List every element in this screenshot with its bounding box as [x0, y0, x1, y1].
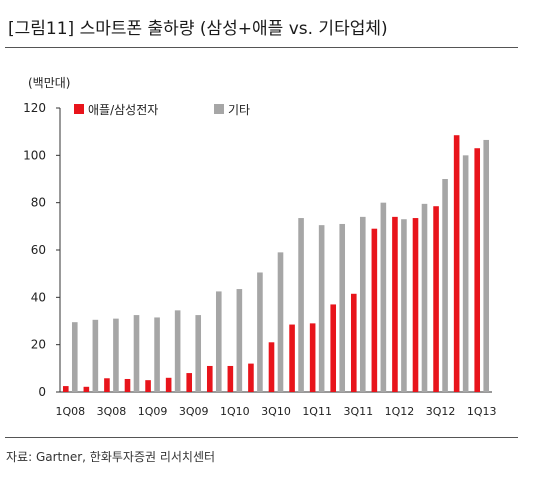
bar-others — [359, 216, 366, 392]
bar-others — [113, 318, 119, 392]
bar-apple-samsung — [392, 216, 398, 392]
source-divider — [5, 437, 518, 438]
bar-apple-samsung — [474, 148, 481, 392]
bar-apple-samsung — [145, 380, 151, 392]
bar-apple-samsung — [227, 365, 234, 392]
x-tick-label: 1Q13 — [467, 405, 497, 418]
x-tick-label: 1Q12 — [385, 405, 415, 418]
bar-others — [462, 155, 469, 392]
bar-apple-samsung — [453, 135, 460, 392]
bar-others — [421, 203, 428, 392]
bar-apple-samsung — [289, 324, 295, 392]
bar-apple-samsung — [206, 365, 213, 392]
bar-apple-samsung — [350, 293, 357, 392]
bar-others — [195, 315, 202, 392]
y-unit-label: (백만대) — [28, 76, 70, 90]
bar-others — [92, 319, 99, 392]
bar-others — [174, 310, 181, 392]
bar-apple-samsung — [371, 228, 378, 392]
y-tick-label: 0 — [38, 385, 46, 399]
bar-others — [236, 289, 243, 392]
bar-others — [71, 322, 78, 392]
bars — [62, 135, 490, 392]
legend-swatch — [214, 104, 224, 114]
x-tick-label: 1Q10 — [220, 405, 250, 418]
axes — [56, 107, 492, 393]
bar-apple-samsung — [268, 342, 275, 392]
bar-apple-samsung — [104, 378, 110, 392]
x-tick-label: 3Q09 — [179, 405, 209, 418]
legend-label: 애플/삼성전자 — [88, 103, 158, 117]
x-tick-label: 1Q09 — [138, 405, 168, 418]
bar-others — [483, 139, 490, 392]
y-tick-label: 60 — [31, 243, 46, 257]
bar-others — [380, 202, 387, 392]
legend: 애플/삼성전자 기타 — [74, 103, 250, 117]
title-divider — [5, 47, 518, 48]
x-tick-label: 3Q12 — [426, 405, 456, 418]
bar-others — [277, 252, 284, 392]
bar-apple-samsung — [186, 373, 193, 392]
bar-apple-samsung — [330, 304, 337, 392]
y-tick-label: 100 — [23, 148, 46, 162]
bar-others — [257, 272, 263, 392]
y-tick-label: 80 — [31, 196, 46, 210]
tick-labels: 0 20 40 60 80 100 120 1Q08 3Q08 1Q09 3Q09 1Q10 3Q10 1… — [23, 101, 496, 418]
y-tick-label: 40 — [31, 290, 46, 304]
bar-apple-samsung — [433, 206, 439, 392]
x-tick-label: 1Q11 — [302, 405, 332, 418]
bar-apple-samsung — [248, 363, 254, 392]
bar-others — [154, 317, 160, 392]
bar-apple-samsung — [309, 323, 316, 392]
x-tick-label: 3Q10 — [261, 405, 291, 418]
chart-title: [그림11] 스마트폰 출하량 (삼성+애플 vs. 기타업체) — [8, 19, 388, 39]
y-tick-label: 20 — [31, 338, 46, 352]
source-note: 자료: Gartner, 한화투자증권 리서치센터 — [6, 450, 216, 464]
legend-label: 기타 — [228, 103, 250, 117]
bar-others — [318, 225, 325, 392]
bar-others — [339, 223, 346, 392]
bar-others — [215, 291, 222, 392]
bar-others — [401, 219, 407, 392]
bar-apple-samsung — [412, 218, 419, 392]
y-tick-label: 120 — [23, 101, 46, 115]
bar-apple-samsung — [62, 386, 69, 392]
bar-others — [133, 315, 140, 392]
bar-others — [442, 179, 448, 392]
x-tick-label: 1Q08 — [55, 405, 85, 418]
legend-swatch — [74, 104, 84, 114]
bar-apple-samsung — [124, 378, 131, 392]
bar-others — [298, 218, 304, 392]
bar-apple-samsung — [165, 377, 172, 392]
x-tick-label: 3Q11 — [343, 405, 373, 418]
bar-apple-samsung — [83, 386, 90, 392]
x-tick-label: 3Q08 — [97, 405, 127, 418]
